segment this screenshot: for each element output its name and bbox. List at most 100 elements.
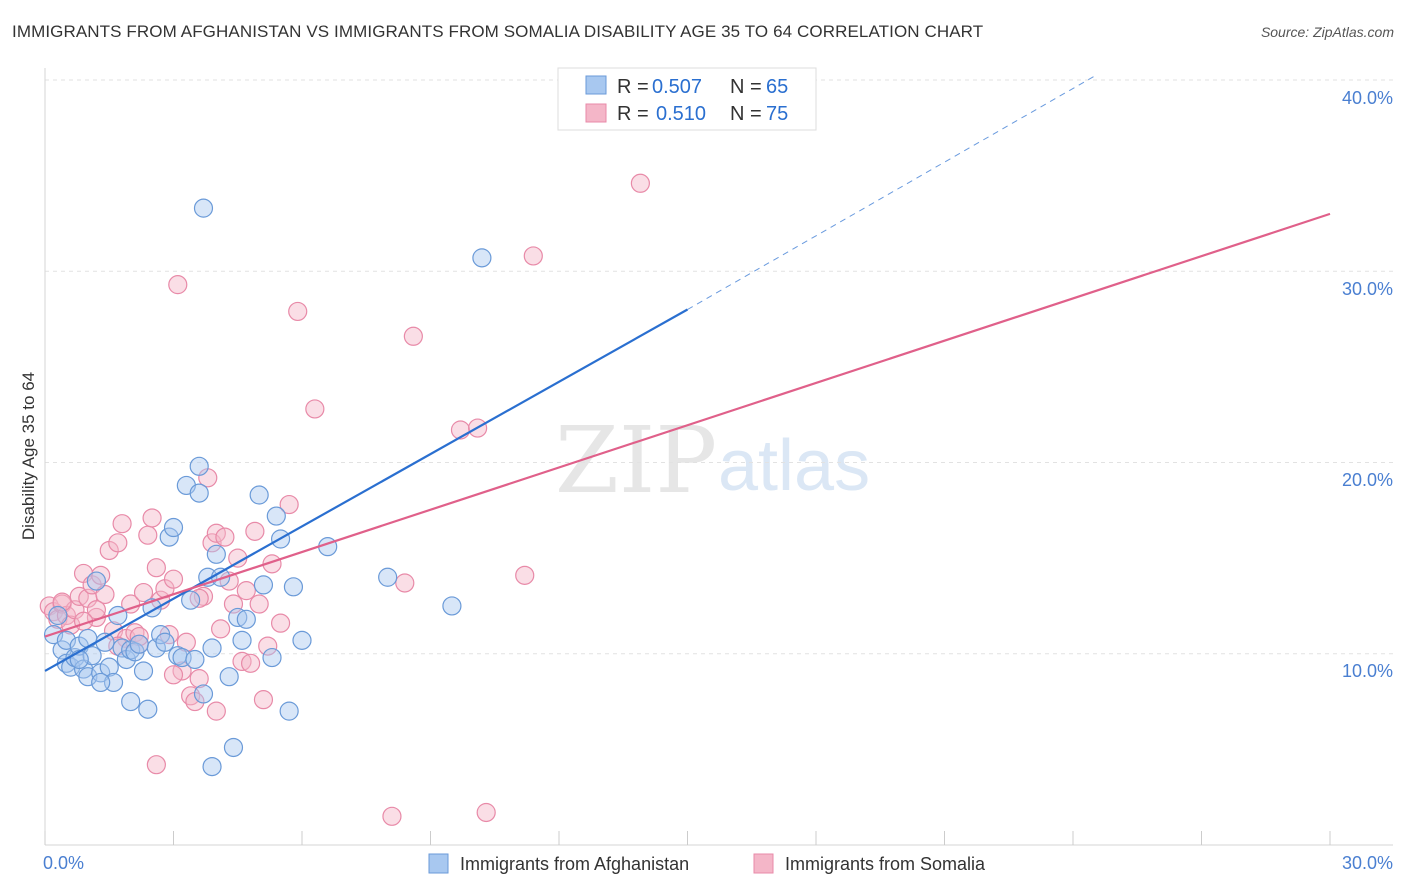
x-ticks (44, 831, 1331, 845)
afghanistan-point (442, 596, 462, 616)
somalia-point (476, 802, 496, 823)
bottom-legend-swatch-somalia (753, 853, 774, 874)
somalia-point (206, 701, 226, 721)
somalia-point (95, 584, 115, 605)
afghanistan-point (138, 699, 158, 719)
afghanistan-point (202, 756, 222, 777)
afghanistan-point (292, 630, 312, 650)
axes (44, 68, 1393, 846)
y-tick-label-40: 40.0% (1342, 88, 1393, 108)
somalia-point (146, 558, 166, 578)
legend-r-value-afghanistan: 0.507 (652, 76, 702, 98)
afghanistan-point (206, 544, 226, 564)
afghanistan-point (193, 684, 214, 704)
afghanistan-point (232, 630, 252, 650)
somalia-point (382, 806, 402, 826)
somalia-point (630, 173, 650, 193)
legend-n-label-afghanistan: N = (730, 76, 762, 98)
grid (45, 79, 1393, 655)
somalia-point (189, 669, 209, 689)
y-tick-label-10: 10.0% (1342, 661, 1393, 681)
afghanistan-point (193, 198, 214, 218)
afghanistan-point (159, 527, 179, 547)
series-legend: Immigrants from Afghanistan Immigrants f… (428, 853, 986, 874)
somalia-point (270, 613, 291, 633)
afghanistan-point (189, 483, 209, 503)
legend-swatch-afghanistan (585, 75, 607, 95)
series-afghanistan (43, 198, 492, 777)
somalia-point (249, 594, 269, 614)
afghanistan-point (86, 571, 107, 591)
somalia-point (211, 619, 231, 639)
trend-line-afghanistan (44, 308, 689, 672)
somalia-point (515, 565, 535, 585)
source-label: Source: ZipAtlas.com (1260, 24, 1394, 40)
legend-r-value-somalia: 0.510 (656, 103, 706, 125)
bottom-legend-swatch-afghanistan (428, 853, 449, 874)
afghanistan-point (78, 628, 98, 649)
somalia-point (288, 301, 308, 322)
afghanistan-point (236, 609, 256, 629)
somalia-point (121, 594, 141, 614)
somalia-point (146, 755, 166, 775)
afghanistan-point (266, 506, 286, 526)
afghanistan-point (185, 649, 205, 670)
somalia-point (236, 581, 256, 601)
afghanistan-point (253, 575, 274, 595)
watermark: ZIP atlas (555, 407, 870, 514)
somalia-point (129, 626, 149, 647)
somalia-point (523, 246, 543, 266)
somalia-point (142, 508, 162, 528)
afghanistan-point (189, 456, 209, 476)
somalia-point (108, 533, 128, 553)
trend-line-somalia (44, 212, 1331, 638)
watermark-atlas: atlas (718, 426, 870, 506)
afghanistan-point (472, 248, 492, 268)
trend-line-afghanistan-extension (687, 75, 1095, 310)
afghanistan-point (181, 590, 201, 610)
afghanistan-point (91, 672, 111, 693)
afghanistan-point (155, 632, 175, 652)
y-tick-label-30: 30.0% (1342, 279, 1393, 299)
somalia-point (245, 521, 265, 541)
afghanistan-point (69, 649, 89, 670)
afghanistan-point (133, 661, 154, 681)
afghanistan-point (279, 701, 299, 721)
afghanistan-point (283, 577, 304, 597)
y-tick-labels: 40.0% 30.0% 20.0% 10.0% (1342, 88, 1393, 681)
somalia-point (163, 665, 184, 685)
legend-swatch-somalia (585, 103, 607, 123)
legend-n-value-afghanistan: 65 (766, 76, 788, 98)
somalia-point (395, 573, 415, 593)
somalia-point (168, 275, 188, 295)
afghanistan-point (249, 485, 269, 505)
trend-lines (44, 75, 1331, 672)
afghanistan-point (378, 567, 398, 587)
somalia-point (279, 494, 299, 515)
y-axis-title: Disability Age 35 to 64 (19, 372, 38, 540)
afghanistan-point (99, 657, 119, 677)
somalia-point (133, 582, 154, 603)
x-tick-label-max: 30.0% (1342, 853, 1393, 873)
somalia-point (305, 399, 325, 419)
y-tick-label-20: 20.0% (1342, 470, 1393, 490)
somalia-point (112, 514, 132, 534)
bottom-legend-label-somalia: Immigrants from Somalia (785, 854, 986, 874)
somalia-point (403, 326, 423, 346)
somalia-point (241, 653, 261, 673)
chart-title: IMMIGRANTS FROM AFGHANISTAN VS IMMIGRANT… (12, 22, 984, 41)
afghanistan-point (48, 605, 68, 626)
legend-n-value-somalia: 75 (766, 103, 788, 125)
legend-r-label-afghanistan: R = (617, 76, 649, 98)
afghanistan-point (163, 517, 184, 538)
afghanistan-point (223, 737, 244, 758)
somalia-point (258, 636, 278, 656)
somalia-point (215, 527, 235, 547)
somalia-point (163, 569, 184, 589)
x-tick-label-min: 0.0% (43, 853, 84, 873)
afghanistan-point (202, 638, 222, 658)
legend-r-label-somalia: R = (617, 103, 649, 125)
somalia-point (138, 525, 158, 545)
somalia-point (176, 632, 196, 652)
